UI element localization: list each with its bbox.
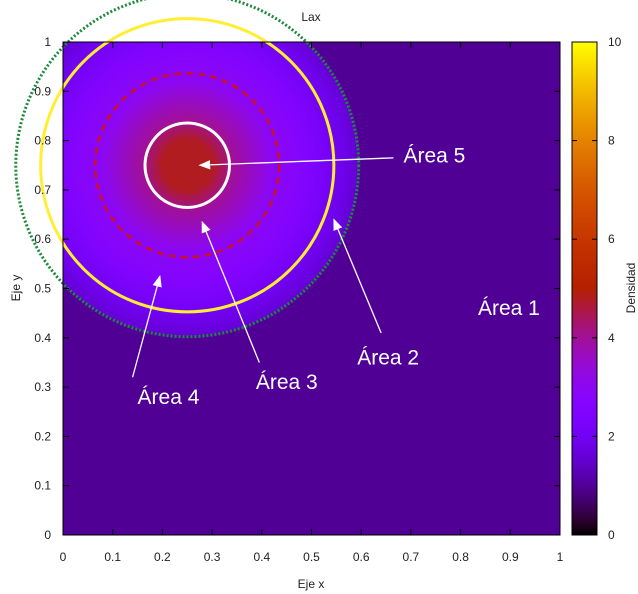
- y-tick-label: 1: [44, 35, 51, 49]
- colorbar-label: Densidad: [624, 263, 638, 314]
- annotation-arrows: [131, 157, 394, 378]
- y-tick-label: 0.1: [34, 479, 51, 493]
- y-tick-label: 0.9: [34, 84, 51, 98]
- chart-title: Lax: [301, 10, 320, 24]
- x-tick-label: 0.9: [502, 550, 519, 564]
- x-tick-label: 0.7: [403, 550, 420, 564]
- colorbar-tick-label: 4: [608, 331, 615, 345]
- colorbar-ticks: 0 2 4 6 8 10: [572, 35, 622, 542]
- x-axis-label: Eje x: [298, 577, 325, 591]
- x-tick-labels: 0 0.1 0.2 0.3 0.4 0.5 0.6 0.7 0.8 0.9 1: [60, 550, 564, 564]
- y-tick-label: 0: [44, 528, 51, 542]
- y-tick-label: 0.3: [34, 380, 51, 394]
- area-circle-4: [14, 0, 361, 339]
- y-tick-labels: 0 0.1 0.2 0.3 0.4 0.5 0.6 0.7 0.8 0.9 1: [34, 35, 51, 542]
- density-blob: [63, 42, 362, 340]
- axis-ticks: [62, 41, 561, 536]
- y-tick-label: 0.8: [34, 134, 51, 148]
- annotation-label: Área 5: [403, 144, 465, 167]
- colorbar-tick-label: 6: [608, 232, 615, 246]
- y-tick-label: 0.6: [34, 232, 51, 246]
- x-tick-label: 0.3: [204, 550, 221, 564]
- colorbar-gradient: [571, 41, 598, 536]
- area-circle-2: [94, 72, 281, 259]
- annotation-labels: Área 5 Área 3 Área 4 Área 2 Área 1: [138, 144, 540, 409]
- x-tick-label: 0.2: [154, 550, 171, 564]
- annotation-arrow: [198, 157, 394, 170]
- annotation-arrow: [333, 218, 382, 334]
- x-tick-label: 0.4: [253, 550, 270, 564]
- colorbar: 0 2 4 6 8 10 Densidad: [571, 35, 638, 542]
- y-tick-label: 0.2: [34, 429, 51, 443]
- x-tick-label: 1: [557, 550, 564, 564]
- x-tick-label: 0: [60, 550, 67, 564]
- colorbar-tick-label: 2: [608, 429, 615, 443]
- y-tick-label: 0.4: [34, 331, 51, 345]
- annotation-arrow: [131, 275, 162, 378]
- annotation-arrow: [201, 220, 260, 363]
- x-tick-label: 0.6: [353, 550, 370, 564]
- colorbar-tick-label: 10: [608, 35, 622, 49]
- annotation-label: Área 2: [357, 347, 419, 370]
- x-tick-label: 0.1: [104, 550, 121, 564]
- plot-area: Área 5 Área 3 Área 4 Área 2 Área 1: [14, 0, 561, 536]
- area-circle-1: [143, 121, 231, 209]
- x-tick-label: 0.5: [303, 550, 320, 564]
- annotation-label: Área 3: [256, 371, 318, 394]
- colorbar-tick-label: 0: [608, 528, 615, 542]
- y-tick-label: 0.5: [34, 282, 51, 296]
- y-tick-label: 0.7: [34, 183, 51, 197]
- annotation-label: Área 4: [138, 386, 200, 409]
- y-axis-label: Eje y: [9, 275, 23, 302]
- area-circle-3: [39, 17, 336, 314]
- colorbar-tick-label: 8: [608, 134, 615, 148]
- area-boundaries: [14, 0, 361, 339]
- annotation-label: Área 1: [478, 297, 540, 320]
- x-tick-label: 0.8: [452, 550, 469, 564]
